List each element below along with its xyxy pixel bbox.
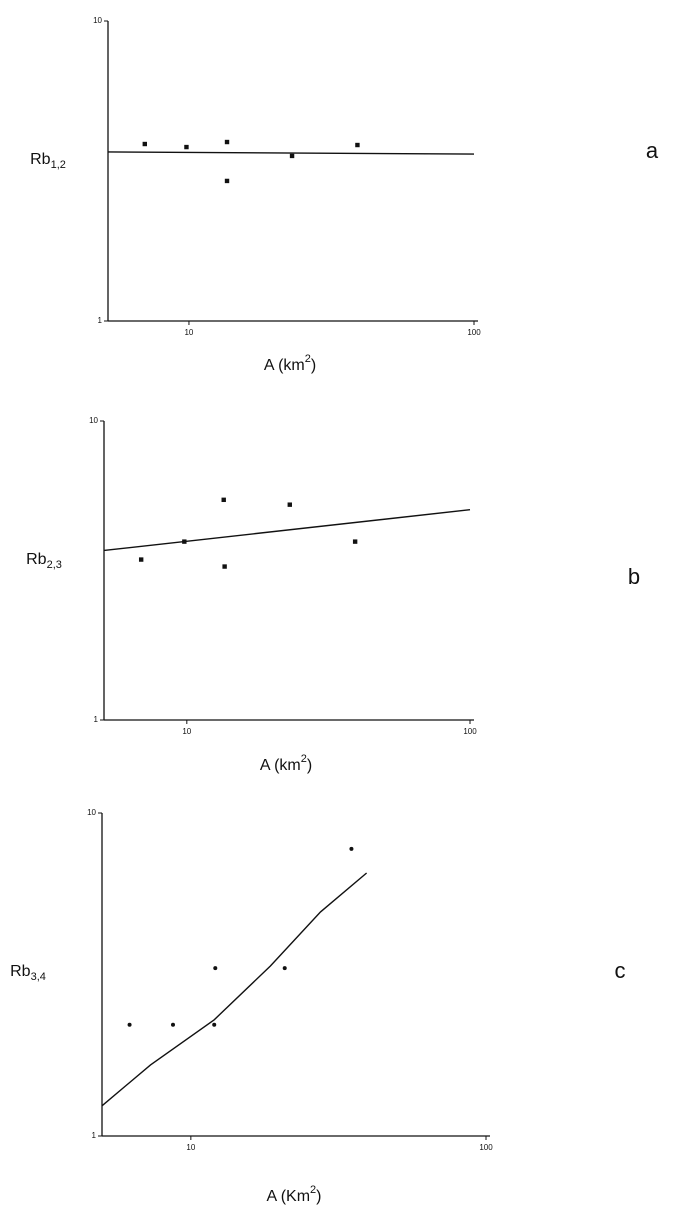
x-axis-label-sup: 2 [305,353,311,365]
panel: 1 10 10 100 Rb1,2 A (km2) a [30,16,659,374]
point [224,178,230,184]
y-tick-label: 10 [93,16,102,25]
point [170,1022,175,1027]
point [142,141,147,147]
y-axis-label-sub: 1,2 [51,159,66,171]
y-tick-label: 10 [89,416,98,425]
x-axis-label-main: A (km [260,757,301,774]
point [221,497,226,503]
y-axis-label: Rb1,2 [30,151,66,171]
y-tick-label: 1 [92,1131,97,1140]
x-axis-label: A (Km2) [266,1184,321,1205]
x-tick-label: 10 [184,328,193,337]
point [138,557,144,562]
x-axis-label-main: A (km [264,357,305,374]
y-axis-label-main: Rb [26,551,47,568]
panel: 1 10 10 100 Rb2,3 A (km2) b [26,416,640,774]
panel-letter: b [628,564,640,589]
x-axis-label-sup: 2 [301,753,307,765]
y-axis-label-main: Rb [10,963,31,980]
y-tick-label: 10 [87,808,96,817]
fit-line [107,151,475,155]
x-axis-label-end: ) [311,357,316,374]
x-axis-label: A (km2) [260,753,312,774]
point [127,1022,132,1027]
fit-line [103,509,471,552]
point [289,153,295,159]
y-axis-label-sub: 2,3 [47,559,62,571]
x-axis-label-sup: 2 [310,1184,316,1196]
y-tick-label: 1 [98,316,103,325]
x-tick-label: 100 [479,1143,493,1152]
y-axis-label: Rb3,4 [10,963,46,983]
point [213,966,218,971]
x-axis-label-end: ) [316,1188,321,1205]
x-tick-label: 100 [467,328,481,337]
x-tick-label: 10 [186,1143,195,1152]
x-axis-label: A (km2) [264,353,316,374]
panel-letter: a [646,138,659,163]
y-axis-label-sub: 3,4 [31,971,46,983]
panel-letter: c [615,958,626,983]
x-axis-label-end: ) [307,757,312,774]
point [355,142,360,148]
fit-line [101,872,368,1107]
panel: 1 10 10 100 Rb3,4 A (Km2) c [10,808,625,1205]
x-axis-label-main: A (Km [266,1188,310,1205]
y-tick-label: 1 [94,715,99,724]
y-axis-label-main: Rb [30,151,51,168]
point [287,502,292,507]
x-tick-label: 100 [463,727,477,736]
point [352,539,358,544]
x-tick-label: 10 [182,727,191,736]
point [224,139,230,145]
point [349,846,354,851]
y-axis-label: Rb2,3 [26,551,62,571]
point [212,1022,217,1027]
point [184,144,189,150]
point [222,564,227,569]
point [282,966,287,971]
